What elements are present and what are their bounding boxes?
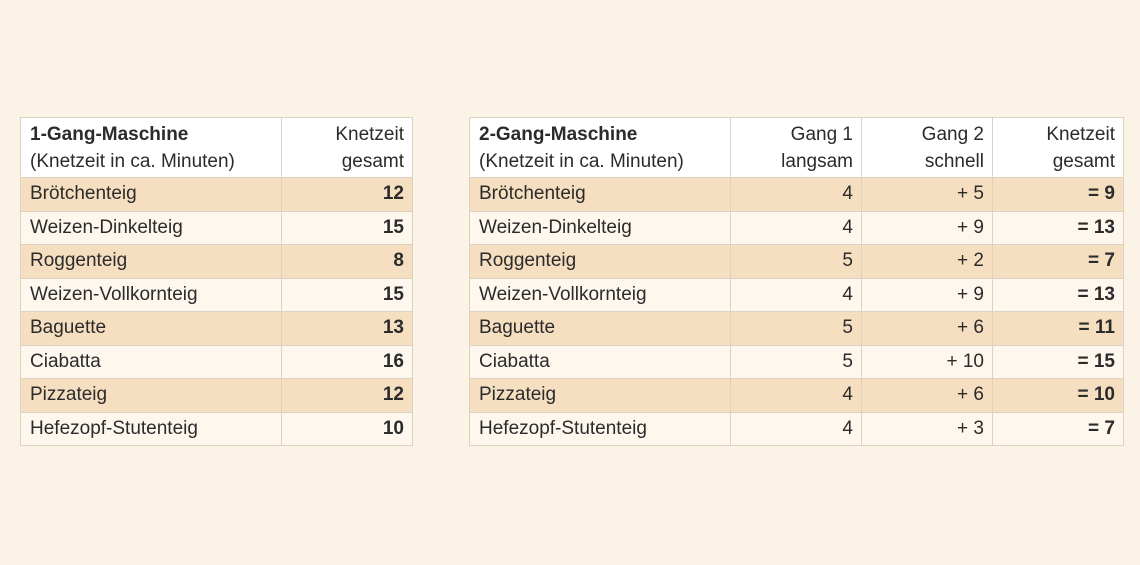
- table-row: Hefezopf-Stutenteig 4 + 3 = 7: [469, 411, 1124, 446]
- table-row: Roggenteig 5 + 2 = 7: [469, 244, 1124, 279]
- dough-name: Hefezopf-Stutenteig: [469, 411, 731, 446]
- dough-name: Weizen-Dinkelteig: [20, 210, 282, 245]
- kneading-table-1-speed: 1-Gang-Maschine (Knetzeit in ca. Minuten…: [20, 117, 413, 446]
- dough-name: Weizen-Dinkelteig: [469, 210, 731, 245]
- total-time: 15: [281, 210, 413, 245]
- total-time: 12: [281, 177, 413, 212]
- gear-1-time: 4: [730, 177, 862, 212]
- total-time-header-line2: gesamt: [341, 150, 404, 172]
- total-time: = 7: [992, 244, 1124, 279]
- total-time: 12: [281, 378, 413, 413]
- gear-1-header: Gang 1 langsam: [730, 117, 862, 178]
- total-time: = 10: [992, 378, 1124, 413]
- total-time: = 7: [992, 411, 1124, 446]
- table-row: Pizzateig 12: [20, 378, 413, 413]
- gear-2-header-line2: schnell: [924, 150, 984, 172]
- total-time: 16: [281, 344, 413, 379]
- machine-subtitle: (Knetzeit in ca. Minuten): [479, 150, 684, 172]
- gear-2-time: + 9: [861, 210, 993, 245]
- gear-1-time: 5: [730, 344, 862, 379]
- table-row: Ciabatta 5 + 10 = 15: [469, 344, 1124, 379]
- table-row: Baguette 5 + 6 = 11: [469, 311, 1124, 346]
- gear-1-time: 5: [730, 244, 862, 279]
- gear-1-time: 4: [730, 378, 862, 413]
- table-row: Brötchenteig 4 + 5 = 9: [469, 177, 1124, 212]
- dough-name: Pizzateig: [20, 378, 282, 413]
- machine-header-cell: 1-Gang-Maschine (Knetzeit in ca. Minuten…: [20, 117, 282, 178]
- dough-name: Ciabatta: [20, 344, 282, 379]
- kneading-table-2-speed: 2-Gang-Maschine (Knetzeit in ca. Minuten…: [469, 117, 1124, 446]
- table-row: Baguette 13: [20, 311, 413, 346]
- gear-2-time: + 2: [861, 244, 993, 279]
- table-row: Weizen-Dinkelteig 15: [20, 210, 413, 245]
- table-header-row: 1-Gang-Maschine (Knetzeit in ca. Minuten…: [20, 117, 413, 178]
- total-time-header-line1: Knetzeit: [335, 123, 404, 145]
- dough-name: Roggenteig: [469, 244, 731, 279]
- gear-1-header-line2: langsam: [781, 150, 853, 172]
- table-row: Ciabatta 16: [20, 344, 413, 379]
- total-time: = 9: [992, 177, 1124, 212]
- dough-name: Hefezopf-Stutenteig: [20, 411, 282, 446]
- gear-1-time: 5: [730, 311, 862, 346]
- dough-name: Weizen-Vollkornteig: [20, 277, 282, 312]
- gear-2-header-line1: Gang 2: [921, 123, 984, 145]
- gear-1-time: 4: [730, 277, 862, 312]
- total-time: 10: [281, 411, 413, 446]
- gear-2-time: + 6: [861, 311, 993, 346]
- machine-subtitle: (Knetzeit in ca. Minuten): [30, 150, 235, 172]
- table-row: Weizen-Vollkornteig 4 + 9 = 13: [469, 277, 1124, 312]
- table-row: Weizen-Dinkelteig 4 + 9 = 13: [469, 210, 1124, 245]
- dough-name: Weizen-Vollkornteig: [469, 277, 731, 312]
- dough-name: Baguette: [469, 311, 731, 346]
- dough-name: Brötchenteig: [20, 177, 282, 212]
- total-time: = 13: [992, 277, 1124, 312]
- table-row: Weizen-Vollkornteig 15: [20, 277, 413, 312]
- total-time-header-line2: gesamt: [1052, 150, 1115, 172]
- total-time: = 15: [992, 344, 1124, 379]
- total-time: 15: [281, 277, 413, 312]
- table-row: Brötchenteig 12: [20, 177, 413, 212]
- gear-2-time: + 10: [861, 344, 993, 379]
- gear-2-time: + 6: [861, 378, 993, 413]
- gear-2-time: + 3: [861, 411, 993, 446]
- gear-2-time: + 9: [861, 277, 993, 312]
- total-time: 13: [281, 311, 413, 346]
- table-row: Roggenteig 8: [20, 244, 413, 279]
- dough-name: Pizzateig: [469, 378, 731, 413]
- table-row: Hefezopf-Stutenteig 10: [20, 411, 413, 446]
- machine-title: 1-Gang-Maschine: [30, 123, 189, 145]
- dough-name: Roggenteig: [20, 244, 282, 279]
- total-time: = 11: [992, 311, 1124, 346]
- total-time-header-line1: Knetzeit: [1046, 123, 1115, 145]
- dough-name: Baguette: [20, 311, 282, 346]
- machine-header-cell: 2-Gang-Maschine (Knetzeit in ca. Minuten…: [469, 117, 731, 178]
- gear-2-time: + 5: [861, 177, 993, 212]
- gear-1-time: 4: [730, 210, 862, 245]
- total-time-header: Knetzeit gesamt: [992, 117, 1124, 178]
- gear-1-header-line1: Gang 1: [790, 123, 853, 145]
- dough-name: Brötchenteig: [469, 177, 731, 212]
- machine-title: 2-Gang-Maschine: [479, 123, 638, 145]
- table-header-row: 2-Gang-Maschine (Knetzeit in ca. Minuten…: [469, 117, 1124, 178]
- total-time: 8: [281, 244, 413, 279]
- gear-2-header: Gang 2 schnell: [861, 117, 993, 178]
- total-time-header: Knetzeit gesamt: [281, 117, 413, 178]
- gear-1-time: 4: [730, 411, 862, 446]
- dough-name: Ciabatta: [469, 344, 731, 379]
- total-time: = 13: [992, 210, 1124, 245]
- table-row: Pizzateig 4 + 6 = 10: [469, 378, 1124, 413]
